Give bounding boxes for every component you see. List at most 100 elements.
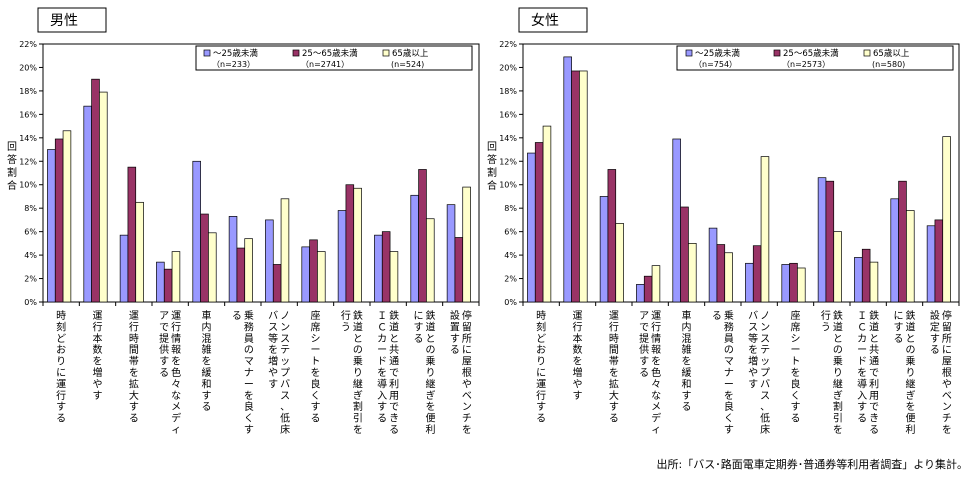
x-category-label-char: す	[930, 333, 940, 345]
x-category-label-char: 導	[857, 377, 867, 390]
bar	[797, 267, 806, 303]
x-category-label-char: メ	[651, 402, 661, 413]
x-category-label-char: 良	[791, 377, 801, 390]
x-category-label-char: 入	[377, 391, 387, 402]
x-category-label-char: 共	[869, 344, 879, 356]
x-category-label-char: 刻	[536, 320, 546, 333]
x-category-label-char: く	[791, 391, 801, 402]
bar	[934, 219, 944, 303]
x-category-label-char: 間	[129, 344, 139, 356]
x-category-label-char: ど	[56, 333, 66, 345]
x-category-label-char: や	[93, 378, 103, 390]
legend-series-name: ～25歳未満	[213, 48, 258, 59]
x-category-label-char: ナ	[244, 367, 254, 379]
x-category-label-char: 席	[791, 320, 801, 333]
y-axis-label-char: 回	[487, 141, 497, 153]
bar	[724, 252, 733, 303]
x-category-label-char: 車	[682, 309, 692, 322]
x-category-label-char: 入	[857, 391, 867, 402]
x-category-label-char: ィ	[651, 425, 661, 436]
x-category-label-char: 行	[536, 389, 546, 402]
bar	[47, 149, 56, 303]
x-category-label-char: を	[609, 367, 619, 379]
legend: ～25歳未満（n=233） 25～65歳未満（n=2741） 65歳以上(n=524…	[195, 45, 473, 71]
x-category-label-char: き	[869, 413, 879, 425]
x-category-label-char: 乗	[906, 356, 916, 368]
y-axis-label-char: 答	[7, 153, 17, 166]
x-category-label-char: を	[129, 367, 139, 379]
x-category-label-char: 乗	[833, 356, 843, 368]
x-category-label-char: る	[311, 413, 321, 425]
bar	[374, 234, 383, 303]
x-category-label-char: 継	[353, 377, 363, 390]
x-category-label-char: 行	[341, 309, 351, 322]
x-category-label-char: 乗	[724, 310, 734, 322]
bar	[651, 265, 661, 303]
legend-series-n: （n=2741）	[301, 60, 349, 69]
bar	[99, 91, 108, 303]
x-category-label-char: 情	[171, 332, 181, 345]
x-category-label-char: 利	[869, 378, 879, 390]
x-category-label-char: な	[651, 390, 661, 402]
x-category-label-char: 継	[833, 377, 843, 390]
x-category-label-char: を	[682, 356, 692, 368]
y-tick-label: 18%	[499, 87, 517, 96]
x-category-label-char: 鉄	[906, 309, 916, 322]
x-category-label-char: ン	[280, 322, 290, 333]
x-category-label-char: プ	[760, 367, 770, 379]
x-category-label-char: ス	[760, 334, 770, 345]
x-category-label-char: と	[426, 333, 436, 345]
x-category-label-char: す	[377, 401, 387, 413]
x-category-label-char: す	[748, 378, 758, 390]
x-category-label-char: ー	[791, 345, 801, 356]
source-note: 出所:「バス･路面電車定期券･普通券等利用者調査」より集計。	[656, 458, 968, 471]
bar	[760, 156, 770, 303]
bar	[389, 251, 399, 303]
x-category-label-char: 根	[942, 366, 952, 379]
x-category-label-char: の	[353, 345, 363, 356]
x-category-label-char: ノ	[760, 311, 770, 322]
x-category-label-char: る	[129, 413, 139, 425]
bar	[280, 198, 290, 303]
bar	[309, 239, 318, 303]
x-category-label-char: ス	[280, 334, 290, 345]
y-tick-label: 2%	[504, 275, 517, 284]
x-category-label-char: Ｉ	[377, 311, 387, 322]
chart-title: 女性	[531, 12, 559, 29]
x-category-label-char: 情	[651, 332, 661, 345]
x-category-label-char: チ	[462, 413, 472, 425]
x-category-label-char: 運	[609, 310, 619, 322]
y-tick-label: 18%	[19, 87, 37, 96]
x-category-label-char: く	[311, 391, 321, 402]
x-category-label-char: で	[389, 368, 399, 379]
x-category-label-char: 大	[129, 389, 139, 402]
x-category-label-char: に	[894, 310, 904, 322]
x-category-label-char: 運	[573, 310, 583, 322]
legend-series-name: 25～65歳未満	[783, 48, 839, 59]
x-category-label-char: 道	[426, 320, 436, 333]
x-category-label-char: り	[353, 367, 363, 379]
chart-title: 男性	[50, 13, 78, 29]
x-category-label-char: バ	[268, 310, 278, 322]
x-category-label-char: ぎ	[426, 389, 436, 402]
x-category-label-char: 緩	[202, 366, 212, 379]
x-category-label-char: く	[724, 414, 734, 425]
x-category-label-char: 停	[942, 309, 952, 322]
bar	[54, 138, 64, 303]
bar	[542, 125, 552, 303]
legend: ～25歳未満（n=754） 25～65歳未満（n=2573） 65歳以上(n=580…	[676, 45, 954, 71]
x-category-label-char: 置	[450, 321, 460, 333]
x-category-label-char: 便	[906, 412, 916, 425]
x-category-label-char: の	[724, 345, 734, 356]
x-category-label-char: 行	[821, 309, 831, 322]
x-category-label-char: を	[724, 390, 734, 402]
bar	[200, 213, 209, 303]
